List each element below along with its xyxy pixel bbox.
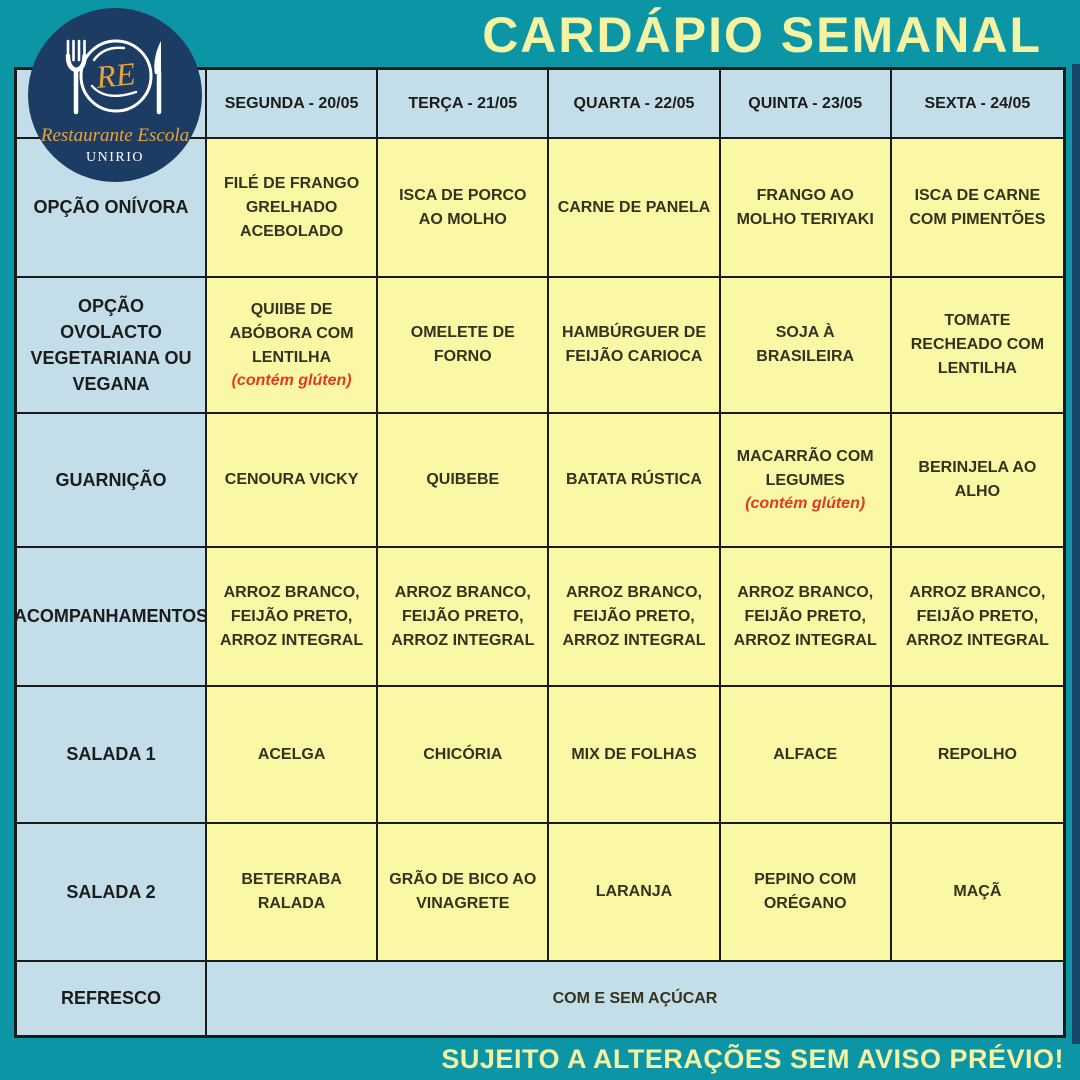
row-label-salada1: SALADA 1 xyxy=(17,687,207,824)
menu-cell: SOJA À BRASILEIRA xyxy=(720,278,892,414)
right-edge-shadow xyxy=(1072,64,1080,1044)
dish-text: MAÇÃ xyxy=(953,883,1002,900)
row-label-ovolacto: OPÇÃO OVOLACTO VEGETARIANA OU VEGANA xyxy=(17,278,207,414)
dish-text: FRANGO AO MOLHO TERIYAKI xyxy=(736,186,874,228)
dish-text: CENOURA VICKY xyxy=(224,471,359,488)
dish-text: FILÉ DE FRANGO GRELHADO ACEBOLADO xyxy=(224,174,360,240)
dish-text: ALFACE xyxy=(773,745,838,763)
dish-text: REPOLHO xyxy=(937,745,1017,763)
menu-cell: BETERRABA RALADA xyxy=(207,824,379,962)
dish-text: GRÃO DE BICO AO VINAGRETE xyxy=(389,871,537,912)
menu-cell: ARROZ BRANCO, FEIJÃO PRETO, ARROZ INTEGR… xyxy=(720,548,892,687)
menu-cell: MAÇÃ xyxy=(891,824,1063,962)
dish-text: QUIIBE DE ABÓBORA COM LENTILHA xyxy=(229,300,354,366)
menu-cell: LARANJA xyxy=(549,824,721,962)
menu-cell: QUIIBE DE ABÓBORA COM LENTILHA (contém g… xyxy=(207,278,379,414)
dish-text: ARROZ BRANCO, FEIJÃO PRETO, ARROZ INTEGR… xyxy=(391,583,535,649)
menu-cell: HAMBÚRGUER DE FEIJÃO CARIOCA xyxy=(549,278,721,414)
menu-cell: ARROZ BRANCO, FEIJÃO PRETO, ARROZ INTEGR… xyxy=(207,548,379,687)
dish-text: TOMATE RECHEADO COM LENTILHA xyxy=(910,312,1045,377)
menu-cell: GRÃO DE BICO AO VINAGRETE xyxy=(378,824,550,962)
page-title: CARDÁPIO SEMANAL xyxy=(482,7,1042,63)
day-header-quinta: QUINTA - 23/05 xyxy=(720,70,892,139)
plate-icon xyxy=(79,39,153,113)
row-label-refresco: REFRESCO xyxy=(17,962,207,1035)
dish-text: HAMBÚRGUER DE FEIJÃO CARIOCA xyxy=(561,324,706,365)
menu-cell: MIX DE FOLHAS xyxy=(549,687,721,824)
menu-cell: MACARRÃO COM LEGUMES (contém glúten) xyxy=(720,414,892,548)
footer-disclaimer: SUJEITO A ALTERAÇÕES SEM AVISO PRÉVIO! xyxy=(441,1044,1064,1074)
menu-cell: QUIBEBE xyxy=(378,414,550,548)
day-header-quarta: QUARTA - 22/05 xyxy=(549,70,721,139)
menu-cell: ISCA DE PORCO AO MOLHO xyxy=(378,139,550,278)
logo-graphic: RE Restaurante Escola UNIRIO xyxy=(28,8,202,182)
dish-text: MACARRÃO COM LEGUMES xyxy=(736,447,874,489)
dish-text: BERINJELA AO ALHO xyxy=(918,459,1037,500)
menu-cell: BERINJELA AO ALHO xyxy=(891,414,1063,548)
dish-text: ISCA DE PORCO AO MOLHO xyxy=(399,186,527,228)
row-label-salada2: SALADA 2 xyxy=(17,824,207,962)
dish-text: CHICÓRIA xyxy=(423,745,503,763)
dish-text: BATATA RÚSTICA xyxy=(566,471,702,488)
dish-text: SOJA À BRASILEIRA xyxy=(756,324,855,365)
dish-text: ARROZ BRANCO, FEIJÃO PRETO, ARROZ INTEGR… xyxy=(220,583,364,649)
menu-cell: FRANGO AO MOLHO TERIYAKI xyxy=(720,139,892,278)
dish-text: MIX DE FOLHAS xyxy=(571,745,697,763)
row-label-guarnicao: GUARNIÇÃO xyxy=(17,414,207,548)
dish-text: ARROZ BRANCO, FEIJÃO PRETO, ARROZ INTEGR… xyxy=(905,583,1049,649)
menu-cell: CENOURA VICKY xyxy=(207,414,379,548)
day-header-segunda: SEGUNDA - 20/05 xyxy=(207,70,379,139)
dish-text: OMELETE DE FORNO xyxy=(410,324,515,365)
restaurant-logo: RE Restaurante Escola UNIRIO xyxy=(28,8,202,182)
menu-cell: FILÉ DE FRANGO GRELHADO ACEBOLADO xyxy=(207,139,379,278)
menu-cell: ACELGA xyxy=(207,687,379,824)
dish-text: COM E SEM AÇÚCAR xyxy=(552,989,718,1007)
menu-cell: BATATA RÚSTICA xyxy=(549,414,721,548)
day-header-terca: TERÇA - 21/05 xyxy=(378,70,550,139)
dish-text: LARANJA xyxy=(595,883,673,900)
menu-cell: ARROZ BRANCO, FEIJÃO PRETO, ARROZ INTEGR… xyxy=(549,548,721,687)
menu-cell: OMELETE DE FORNO xyxy=(378,278,550,414)
gluten-note: (contém glúten) xyxy=(745,494,866,512)
dish-text: QUIBEBE xyxy=(426,471,500,488)
weekly-menu-table: SEGUNDA - 20/05 TERÇA - 21/05 QUARTA - 2… xyxy=(14,67,1066,1038)
dish-text: ACELGA xyxy=(257,745,326,763)
menu-cell: TOMATE RECHEADO COM LENTILHA xyxy=(891,278,1063,414)
menu-cell: ARROZ BRANCO, FEIJÃO PRETO, ARROZ INTEGR… xyxy=(891,548,1063,687)
knife-icon xyxy=(154,41,162,115)
logo-name: Restaurante Escola xyxy=(40,125,189,146)
menu-cell: CHICÓRIA xyxy=(378,687,550,824)
dish-text: PEPINO COM ORÉGANO xyxy=(754,871,857,912)
menu-cell: ALFACE xyxy=(720,687,892,824)
menu-cell: PEPINO COM ORÉGANO xyxy=(720,824,892,962)
dish-text: BETERRABA RALADA xyxy=(241,871,342,912)
logo-institution: UNIRIO xyxy=(86,150,144,165)
gluten-note: (contém glúten) xyxy=(231,371,352,389)
menu-cell: REPOLHO xyxy=(891,687,1063,824)
menu-cell: ARROZ BRANCO, FEIJÃO PRETO, ARROZ INTEGR… xyxy=(378,548,550,687)
logo-initials: RE xyxy=(93,55,137,95)
dish-text: ARROZ BRANCO, FEIJÃO PRETO, ARROZ INTEGR… xyxy=(733,583,877,649)
dish-text: ARROZ BRANCO, FEIJÃO PRETO, ARROZ INTEGR… xyxy=(562,583,706,649)
day-header-sexta: SEXTA - 24/05 xyxy=(891,70,1063,139)
dish-text: CARNE DE PANELA xyxy=(557,198,711,216)
refresco-merged-cell: COM E SEM AÇÚCAR xyxy=(207,962,1063,1035)
row-label-acompanhamentos: ACOMPANHAMENTOS xyxy=(14,548,208,687)
dish-text: ISCA DE CARNE COM PIMENTÕES xyxy=(909,186,1046,228)
menu-cell: CARNE DE PANELA xyxy=(549,139,721,278)
menu-cell: ISCA DE CARNE COM PIMENTÕES xyxy=(891,139,1063,278)
